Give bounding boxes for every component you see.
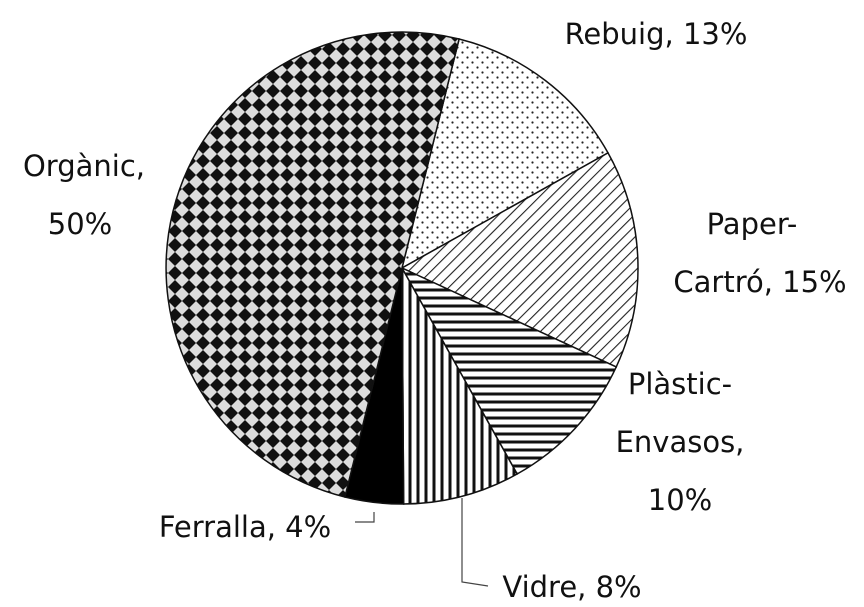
pie-slice bbox=[400, 266, 618, 476]
pie-slice bbox=[401, 267, 519, 505]
data-label: 50% bbox=[48, 207, 112, 241]
data-label: Ferralla, 4% bbox=[159, 510, 331, 544]
data-label: 10% bbox=[648, 483, 712, 517]
data-label: Paper- bbox=[707, 207, 798, 241]
pie-slice bbox=[400, 38, 610, 270]
data-label: Envasos, bbox=[616, 425, 745, 459]
pie-slice bbox=[400, 151, 639, 368]
data-label: Cartró, 15% bbox=[673, 265, 846, 299]
pie-slice bbox=[165, 31, 461, 498]
data-label: Vidre, 8% bbox=[502, 570, 641, 604]
data-label: Orgànic, bbox=[23, 149, 145, 183]
leader-line bbox=[461, 498, 489, 587]
data-label: Plàstic- bbox=[628, 367, 732, 401]
leader-line bbox=[355, 512, 375, 523]
data-label: Rebuig, 13% bbox=[565, 17, 748, 51]
